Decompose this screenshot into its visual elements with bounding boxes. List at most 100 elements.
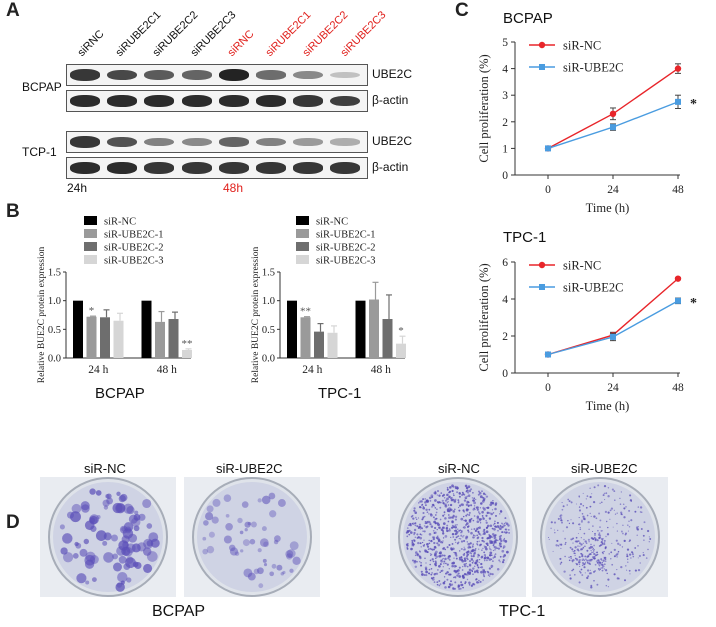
colony xyxy=(411,541,414,543)
colony xyxy=(407,524,410,526)
colony xyxy=(475,498,477,501)
colony xyxy=(591,493,593,495)
colony xyxy=(488,512,491,514)
colony xyxy=(485,521,488,524)
colony xyxy=(506,550,509,554)
colony xyxy=(464,484,468,488)
legend-label: siR-UBE2C-2 xyxy=(316,243,376,254)
colony xyxy=(577,532,579,535)
bar xyxy=(113,320,124,358)
colony xyxy=(282,570,286,575)
colony xyxy=(477,493,480,496)
colony xyxy=(580,537,582,539)
colony xyxy=(499,527,502,531)
colony xyxy=(574,574,576,576)
legend-label: siR-UBE2C-3 xyxy=(104,256,164,267)
colony xyxy=(81,504,90,513)
blot-band xyxy=(70,69,100,81)
colony xyxy=(598,569,600,571)
colony xyxy=(126,577,132,583)
colony xyxy=(434,522,437,525)
colony xyxy=(447,557,450,560)
colony xyxy=(455,554,458,557)
colony xyxy=(494,503,497,506)
colony xyxy=(489,524,493,527)
colony xyxy=(468,511,471,514)
colony xyxy=(580,520,583,523)
colony xyxy=(142,498,152,509)
colony xyxy=(420,534,423,536)
colony xyxy=(619,503,622,505)
colony xyxy=(59,524,65,530)
colony xyxy=(457,528,459,530)
colony xyxy=(601,569,604,572)
colony xyxy=(568,500,571,503)
colony xyxy=(463,535,465,537)
colony xyxy=(603,539,606,542)
colony xyxy=(263,563,268,567)
band-label-actin: β-actin xyxy=(372,93,409,107)
colony xyxy=(461,493,464,497)
blot-band xyxy=(107,162,138,174)
colony xyxy=(134,510,139,515)
colony xyxy=(116,491,121,496)
colony xyxy=(621,532,624,535)
line-chart-bcpap: 0 1 2 3 4 5 0 24 48 Time (h) Cell proliferation (%… xyxy=(477,37,697,215)
colony xyxy=(596,583,599,586)
colony xyxy=(605,558,607,560)
colony xyxy=(570,555,572,558)
y-axis-label: Relative BUE2C protein expression xyxy=(251,247,261,384)
bar xyxy=(141,300,152,358)
colony xyxy=(634,510,637,513)
colony xyxy=(225,513,230,518)
colony xyxy=(434,499,437,502)
colony xyxy=(637,545,639,547)
y-tick-label: 1.0 xyxy=(48,296,61,307)
colony xyxy=(472,567,475,570)
colony xyxy=(574,546,577,549)
colony xyxy=(607,511,610,514)
colony xyxy=(426,499,429,503)
colony xyxy=(562,505,565,508)
colony xyxy=(439,501,442,504)
colony xyxy=(228,544,236,552)
colony xyxy=(223,494,232,502)
colony xyxy=(439,563,442,566)
colony xyxy=(466,489,469,491)
colony xyxy=(599,526,601,528)
dish-label: siR-NC xyxy=(438,461,480,476)
colony xyxy=(478,561,480,564)
blot-bcpap-actin xyxy=(66,90,368,112)
colony xyxy=(455,536,458,539)
colony xyxy=(460,532,462,534)
colony xyxy=(420,570,423,573)
colony xyxy=(413,560,417,564)
colony xyxy=(453,587,457,590)
colony xyxy=(597,484,600,487)
blot-band xyxy=(293,138,324,146)
colony xyxy=(447,504,450,506)
colony xyxy=(628,509,631,512)
colony xyxy=(489,572,492,576)
colony xyxy=(637,568,641,572)
colony xyxy=(444,517,447,520)
colony xyxy=(433,536,436,539)
y-axis-label: Cell proliferation (%) xyxy=(477,54,491,162)
colony xyxy=(478,579,480,582)
colony xyxy=(273,539,279,545)
colony xyxy=(604,510,608,514)
colony xyxy=(582,562,584,564)
colony xyxy=(487,574,490,576)
colony xyxy=(446,486,449,489)
colony xyxy=(410,531,413,534)
colony xyxy=(477,566,480,569)
colonies xyxy=(547,484,652,589)
colony xyxy=(477,536,480,539)
colony xyxy=(462,526,464,529)
colony xyxy=(559,517,562,519)
colony xyxy=(578,559,581,561)
legend-label: siR-UBE2C-1 xyxy=(104,230,164,241)
colony xyxy=(616,569,618,571)
colony-dish-bcpap-nc xyxy=(40,477,176,597)
